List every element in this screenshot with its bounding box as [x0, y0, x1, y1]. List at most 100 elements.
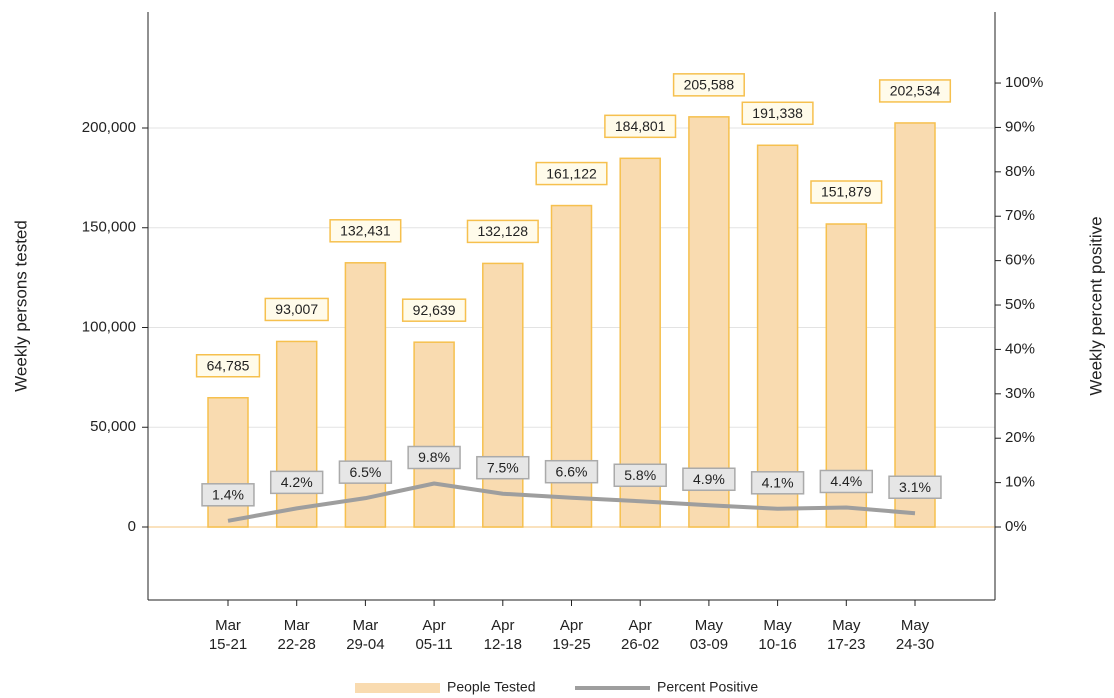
line-label-text: 4.2%: [281, 474, 313, 490]
line-label: 4.4%: [819, 469, 874, 494]
line-label-box: [338, 460, 393, 484]
bar-label-text: 132,431: [340, 223, 391, 239]
bar-label: 93,007: [264, 297, 329, 322]
y-tick-label: 200,000: [82, 119, 136, 136]
line-label-box: [201, 483, 255, 507]
bar: [413, 341, 455, 528]
x-tick-label: Mar 22-28: [277, 617, 316, 653]
bar-label-box: [878, 79, 952, 103]
line-label-box: [750, 471, 805, 495]
legend-label: Percent Positive: [657, 679, 758, 695]
bar-label-text: 202,534: [890, 83, 941, 99]
line-label: 4.2%: [269, 470, 324, 495]
bar-label-box: [741, 101, 814, 126]
x-tick-label: May 03-09: [689, 617, 729, 653]
line-label-text: 3.1%: [899, 479, 931, 495]
bar-label-box: [401, 298, 467, 322]
bar: [894, 122, 936, 528]
y2-tick-label: 40%: [1005, 340, 1035, 357]
bar-label: 184,801: [604, 114, 677, 139]
bar-label-box: [810, 180, 883, 204]
line-label: 6.6%: [544, 459, 599, 484]
bar-label: 205,588: [672, 73, 745, 97]
line-label-text: 5.8%: [624, 467, 656, 483]
bar-label-box: [466, 219, 539, 244]
bar-label-text: 93,007: [275, 301, 318, 317]
line-label-box: [476, 455, 530, 480]
bar-label-text: 205,588: [684, 77, 735, 93]
x-tick-label: Mar 29-04: [346, 617, 385, 653]
y2-tick-label: 30%: [1005, 385, 1035, 402]
x-tick-label: Apr 05-11: [415, 617, 453, 653]
line-label-box: [819, 469, 874, 494]
legend-label: People Tested: [447, 679, 535, 695]
line-label-box: [544, 459, 599, 484]
y2-tick-label: 50%: [1005, 296, 1035, 313]
bar-label-box: [329, 219, 402, 243]
line-label-text: 6.5%: [349, 464, 381, 480]
y-tick-label: 0: [128, 518, 136, 535]
line-label: 4.1%: [750, 471, 805, 495]
line-label-text: 1.4%: [212, 486, 244, 502]
line-label-box: [682, 467, 736, 492]
line-label: 3.1%: [888, 475, 942, 499]
line: [227, 481, 916, 523]
y-tick-label: 50,000: [90, 418, 136, 435]
line-label-box: [269, 470, 324, 495]
bar-label-box: [195, 354, 261, 378]
y2-tick-label: 90%: [1005, 118, 1035, 135]
line-label: 7.5%: [476, 455, 530, 480]
y-tick-label: 150,000: [82, 219, 136, 236]
y2-tick-label: 80%: [1005, 163, 1035, 180]
bar-label-box: [535, 161, 608, 186]
x-tick-label: Apr 26-02: [621, 617, 660, 653]
line-label: 1.4%: [201, 483, 255, 507]
line-label-box: [613, 463, 667, 488]
x-tick-label: May 24-30: [895, 617, 935, 653]
bar-label: 132,128: [466, 219, 539, 244]
line-label-text: 6.6%: [556, 463, 588, 479]
bar-label: 151,879: [810, 180, 883, 204]
line-label-text: 7.5%: [487, 459, 519, 475]
line-label-text: 4.9%: [693, 471, 725, 487]
x-tick-label: May 17-23: [827, 617, 866, 653]
x-tick-label: Apr 19-25: [552, 617, 591, 653]
bar-label: 202,534: [878, 79, 952, 103]
bar-label-text: 161,122: [546, 165, 597, 181]
x-tick-label: Apr 12-18: [483, 617, 522, 653]
bar-label: 161,122: [535, 161, 608, 186]
y2-axis-title: Weekly percent positive: [1086, 216, 1105, 395]
bar: [275, 340, 318, 528]
bar-label-text: 64,785: [207, 357, 250, 373]
y2-tick-label: 10%: [1005, 474, 1035, 491]
bar-label-text: 191,338: [752, 105, 803, 121]
bar-label-text: 151,879: [821, 184, 872, 200]
legend-swatch: [355, 683, 440, 693]
bar-label: 132,431: [329, 219, 402, 243]
y2-tick-label: 100%: [1005, 74, 1043, 91]
bar: [482, 262, 524, 528]
x-tick-label: Mar 15-21: [208, 617, 248, 653]
bar-label-box: [604, 114, 677, 139]
y2-tick-label: 20%: [1005, 429, 1035, 446]
bar-label-text: 92,639: [413, 302, 456, 318]
bar: [688, 116, 730, 528]
y2-tick-label: 60%: [1005, 252, 1035, 269]
line-label: 6.5%: [338, 460, 393, 484]
line-label-text: 4.4%: [830, 473, 862, 489]
bar-label: 64,785: [195, 354, 261, 378]
bar-label: 92,639: [401, 298, 467, 322]
line-label-box: [407, 445, 461, 470]
line-label-box: [888, 475, 942, 499]
line-label-text: 4.1%: [762, 475, 794, 491]
bar: [756, 144, 799, 528]
bar-label: 191,338: [741, 101, 814, 126]
y2-tick-label: 0%: [1005, 518, 1027, 535]
bar-label-box: [672, 73, 745, 97]
x-tick-label: May 10-16: [758, 617, 797, 653]
y-axis-title: Weekly persons tested: [11, 220, 30, 392]
y-tick-label: 100,000: [82, 318, 136, 335]
line-label: 9.8%: [407, 445, 461, 470]
